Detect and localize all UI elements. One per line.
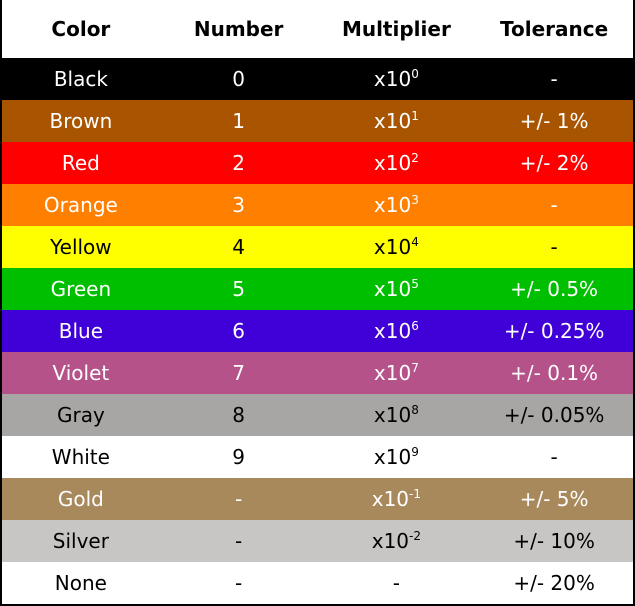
color-name: Brown [49, 109, 113, 133]
number: 1 [232, 109, 245, 133]
color-name: Blue [58, 319, 103, 343]
tolerance: - [550, 235, 558, 259]
color-name: Silver [52, 529, 109, 553]
multiplier: x101 [318, 100, 476, 142]
multiplier-base: x10 [373, 277, 412, 301]
multiplier: x10-1 [318, 478, 476, 520]
table-row: None - - +/- 20% [2, 562, 633, 604]
multiplier-base: x10 [373, 67, 412, 91]
number: 7 [232, 361, 245, 385]
color-name: None [54, 571, 107, 595]
table-row: Red 2 x102 +/- 2% [2, 142, 633, 184]
table-row: Blue 6 x106 +/- 0.25% [2, 310, 633, 352]
multiplier: x109 [318, 436, 476, 478]
multiplier: x107 [318, 352, 476, 394]
table-row: White 9 x109- [2, 436, 633, 478]
tolerance: +/- 0.05% [503, 403, 605, 427]
number: - [235, 487, 243, 511]
multiplier: x100 [318, 58, 476, 100]
multiplier-base: x10 [373, 235, 412, 259]
header-cell: Number [159, 0, 318, 58]
multiplier-exponent: 1 [411, 109, 419, 123]
number: - [235, 529, 243, 553]
multiplier-base: x10 [373, 361, 412, 385]
tolerance: +/- 1% [519, 109, 589, 133]
multiplier-exponent: 9 [411, 445, 419, 459]
table-body: Black 0 x100- Brown 1 x101 +/- 1% Red 2 x102 +/- 2… [2, 58, 633, 604]
table-row: Violet 7 x107 +/- 0.1% [2, 352, 633, 394]
color-name: Gold [57, 487, 104, 511]
header-row: Color Number Multiplier Tolerance [2, 0, 633, 58]
color-name: Orange [43, 193, 118, 217]
number: - [235, 571, 243, 595]
multiplier: x106 [318, 310, 476, 352]
table-row: Brown 1 x101 +/- 1% [2, 100, 633, 142]
color-name: White [51, 445, 110, 469]
multiplier-exponent: 5 [411, 277, 419, 291]
number: 2 [232, 151, 245, 175]
number: 4 [232, 235, 245, 259]
tolerance: - [550, 193, 558, 217]
multiplier: x108 [318, 394, 476, 436]
table-row: Silver - x10-2 +/- 10% [2, 520, 633, 562]
table-row: Gold - x10-1 +/- 5% [2, 478, 633, 520]
tolerance: +/- 20% [513, 571, 595, 595]
table-row: Black 0 x100- [2, 58, 633, 100]
multiplier-exponent: 3 [411, 193, 419, 207]
multiplier-exponent: 6 [411, 319, 419, 333]
multiplier-base: x10 [373, 319, 412, 343]
tolerance: +/- 0.25% [503, 319, 605, 343]
multiplier-base: x10 [371, 529, 410, 553]
table-row: Gray 8 x108 +/- 0.05% [2, 394, 633, 436]
tolerance: +/- 10% [513, 529, 595, 553]
multiplier-exponent: -2 [409, 529, 421, 543]
number: 8 [232, 403, 245, 427]
multiplier-exponent: 0 [411, 67, 419, 81]
tolerance: +/- 0.5% [510, 277, 599, 301]
tolerance: - [550, 445, 558, 469]
tolerance: +/- 2% [519, 151, 589, 175]
color-name: Gray [56, 403, 105, 427]
color-name: Yellow [50, 235, 112, 259]
multiplier-base: x10 [373, 109, 412, 133]
multiplier-base: x10 [373, 193, 412, 217]
tolerance: - [550, 67, 558, 91]
header-cell: Multiplier [317, 0, 476, 58]
tolerance: +/- 0.1% [510, 361, 599, 385]
number: 3 [232, 193, 245, 217]
color-name: Black [53, 67, 108, 91]
multiplier: x10-2 [318, 520, 476, 562]
number: 9 [232, 445, 245, 469]
color-name: Red [61, 151, 100, 175]
multiplier-exponent: -1 [409, 487, 421, 501]
multiplier-exponent: 7 [411, 361, 419, 375]
tolerance: +/- 5% [519, 487, 589, 511]
multiplier-base: x10 [373, 403, 412, 427]
header-cell: Tolerance [475, 0, 633, 58]
table-row: Orange 3 x103- [2, 184, 633, 226]
color-name: Violet [52, 361, 110, 385]
multiplier: x103 [318, 184, 476, 226]
multiplier: x102 [318, 142, 476, 184]
number: 0 [232, 67, 245, 91]
table-row: Yellow 4 x104- [2, 226, 633, 268]
header-cell: Color [2, 0, 160, 58]
multiplier-base: x10 [371, 487, 410, 511]
multiplier-exponent: 8 [411, 403, 419, 417]
multiplier-exponent: 4 [411, 235, 419, 249]
number: 6 [232, 319, 245, 343]
multiplier: x104 [318, 226, 476, 268]
multiplier: - [392, 571, 400, 595]
multiplier-base: x10 [373, 151, 412, 175]
multiplier: x105 [318, 268, 476, 310]
color-name: Green [50, 277, 112, 301]
table-row: Green 5 x105 +/- 0.5% [2, 268, 633, 310]
number: 5 [232, 277, 245, 301]
multiplier-base: x10 [373, 445, 412, 469]
multiplier-exponent: 2 [411, 151, 419, 165]
